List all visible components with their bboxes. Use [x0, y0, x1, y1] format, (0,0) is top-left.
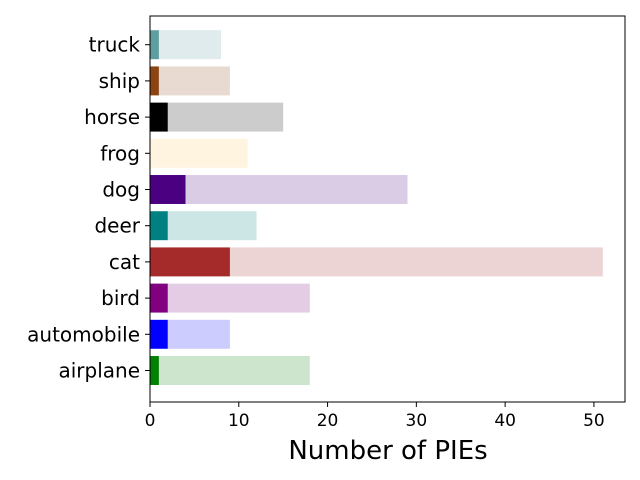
bar-cat-remaining	[229, 247, 603, 277]
bar-frog-remaining	[150, 138, 248, 168]
y-tick-label-truck: truck	[89, 33, 141, 57]
x-tick-label: 30	[406, 411, 428, 431]
bar-ship-remaining	[158, 66, 230, 96]
y-tick-label-airplane: airplane	[58, 359, 140, 383]
x-axis-ticks: 0 10 20 30 40 50	[145, 402, 605, 431]
bar-truck-highlight	[150, 30, 159, 60]
bar-bird-remaining	[167, 283, 310, 313]
y-tick-label-horse: horse	[84, 105, 140, 129]
y-tick-label-automobile: automobile	[27, 322, 140, 346]
y-tick-label-ship: ship	[99, 69, 140, 93]
y-axis-ticks: airplane automobile bird cat deer dog frog hors…	[27, 33, 150, 383]
bar-deer-highlight	[150, 211, 168, 241]
x-tick-label: 0	[145, 411, 156, 431]
y-tick-label-bird: bird	[101, 286, 140, 310]
x-tick-label: 50	[583, 411, 605, 431]
bar-horse-remaining	[167, 102, 284, 132]
bar-airplane-remaining	[158, 356, 310, 385]
y-tick-label-deer: deer	[94, 214, 140, 238]
y-tick-label-cat: cat	[109, 250, 140, 274]
bars-group	[150, 30, 603, 385]
bar-automobile-remaining	[167, 319, 230, 349]
bar-ship-highlight	[150, 66, 159, 96]
bar-airplane-highlight	[150, 356, 159, 385]
bar-deer-remaining	[167, 211, 257, 241]
bar-cat-highlight	[150, 247, 230, 277]
bar-bird-highlight	[150, 283, 168, 313]
x-tick-label: 10	[228, 411, 250, 431]
bar-truck-remaining	[158, 30, 222, 60]
plot-frame	[149, 15, 626, 403]
bar-horse-highlight	[150, 102, 168, 132]
x-axis-label: Number of PIEs	[288, 436, 487, 466]
bar-dog-remaining	[185, 175, 408, 204]
y-tick-label-frog: frog	[100, 141, 140, 165]
x-tick-label: 20	[317, 411, 339, 431]
bar-dog-highlight	[150, 175, 186, 204]
bar-automobile-highlight	[150, 319, 168, 349]
x-tick-label: 40	[494, 411, 516, 431]
y-tick-label-dog: dog	[102, 178, 140, 202]
